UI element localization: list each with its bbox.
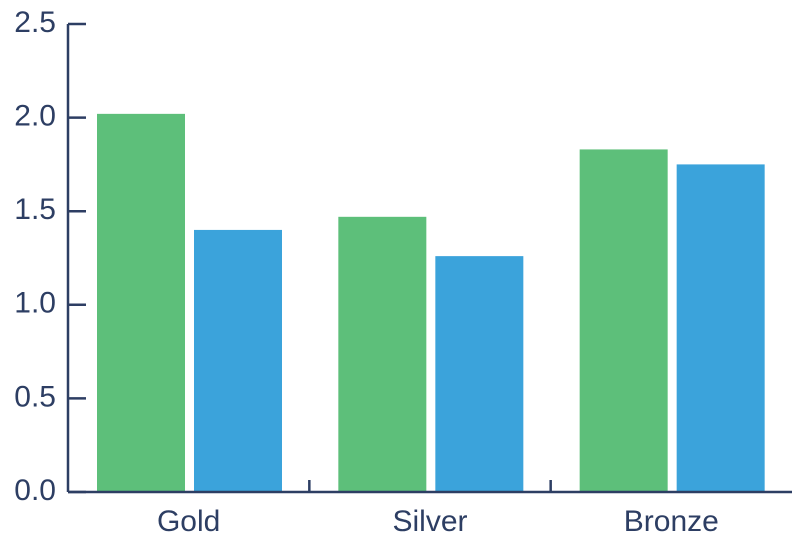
x-category-label: Silver: [392, 505, 467, 537]
bar-silver-series-1: [338, 217, 426, 492]
bars-layer: [97, 114, 765, 492]
y-tick-label: 0.0: [14, 474, 56, 507]
bar-bronze-series-1: [580, 149, 668, 492]
y-tick-label: 2.5: [14, 6, 56, 39]
y-tick-label: 2.0: [14, 100, 56, 133]
y-tick-label: 0.5: [14, 380, 56, 413]
y-tick-label: 1.5: [14, 193, 56, 226]
bar-bronze-series-2: [677, 164, 765, 492]
bar-gold-series-2: [194, 230, 282, 492]
x-category-label: Bronze: [624, 505, 719, 537]
x-category-label: Gold: [157, 505, 220, 537]
y-tick-label: 1.0: [14, 287, 56, 320]
bar-gold-series-1: [97, 114, 185, 492]
bar-silver-series-2: [435, 256, 523, 492]
